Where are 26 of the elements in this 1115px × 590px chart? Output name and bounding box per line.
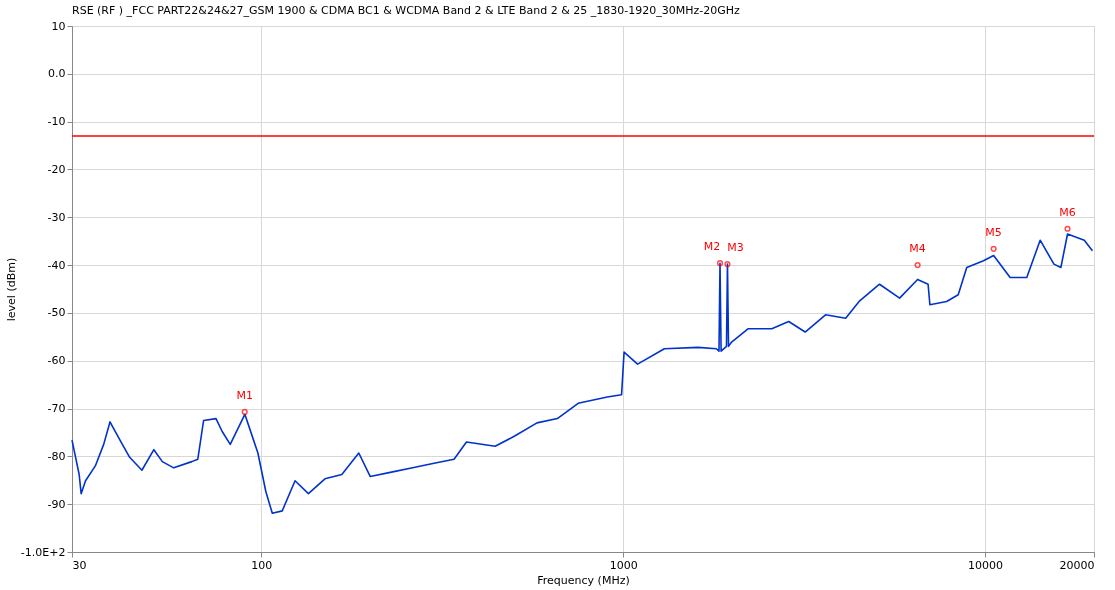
annotation: M2	[703, 240, 721, 254]
annotation: M5	[985, 225, 1002, 239]
x-tick-label: 100	[251, 558, 273, 572]
y-tick-label: -80	[47, 449, 66, 463]
annotation: M1	[236, 388, 253, 402]
x-axis-title: Frequency (MHz)	[537, 573, 630, 587]
annotation: M3	[727, 241, 744, 255]
y-tick-label: -20	[47, 162, 66, 176]
y-tick-label: -40	[47, 258, 66, 272]
y-tick-label: -90	[47, 497, 66, 511]
x-tick-label: 1000	[609, 558, 638, 572]
x-tick-label: 10000	[968, 558, 1004, 572]
y-tick-label: -10	[47, 115, 66, 129]
y-tick-label: -50	[47, 306, 66, 320]
annotation: M6	[1059, 205, 1076, 219]
y-tick-label: 0.0	[48, 67, 66, 81]
y-tick-label: -1.0E+2	[20, 545, 66, 559]
x-tick-label: 30	[72, 558, 87, 572]
y-axis-title: level (dBm)	[4, 257, 18, 322]
chart-title: RSE (RF ) _FCC PART22&24&27_GSM 1900 & CDMA BC1 & WCDMA Band 2 & LTE Band 2 & 25 _1830-1920_30MHz-20GHz	[72, 4, 740, 17]
y-tick-label: -30	[47, 210, 66, 224]
y-tick-label: -60	[47, 354, 66, 368]
annotation: M4	[909, 242, 926, 256]
y-tick-label: -70	[47, 402, 66, 416]
y-tick-label: 10	[51, 19, 66, 33]
x-tick-label: 20000	[1059, 558, 1095, 572]
